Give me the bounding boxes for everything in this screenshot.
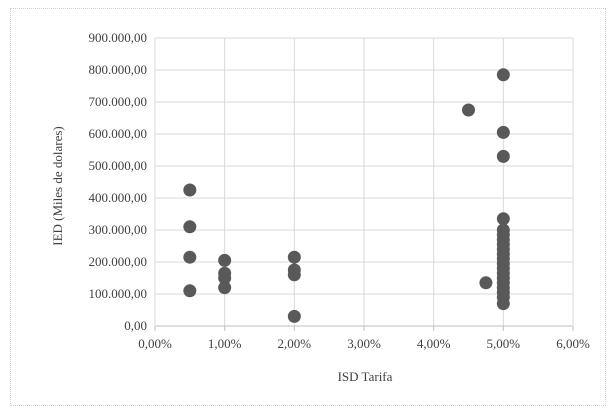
data-point xyxy=(496,125,510,139)
y-tick-label: 100.000,00 xyxy=(89,286,148,301)
x-tick-label: 4,00% xyxy=(417,336,451,351)
x-tick-labels: 0,00% 1,00% 2,00% 3,00% 4,00% 5,00% 6,00% xyxy=(138,336,590,351)
data-points xyxy=(183,68,510,323)
x-tick-label: 5,00% xyxy=(487,336,521,351)
data-point xyxy=(183,183,197,197)
y-tick-labels: 0,00 100.000,00 200.000,00 300.000,00 400.00… xyxy=(89,30,148,333)
y-tick-label: 0,00 xyxy=(124,318,147,333)
data-point xyxy=(287,268,301,282)
y-axis-title: IED (Miles de dolares) xyxy=(50,126,65,246)
data-point xyxy=(462,103,475,117)
data-point xyxy=(183,284,197,298)
data-point xyxy=(496,212,510,226)
y-tick-label: 600.000,00 xyxy=(89,126,148,141)
x-axis-title: ISD Tarifa xyxy=(338,369,393,384)
y-tick-label: 200.000,00 xyxy=(89,254,148,269)
x-tick-label: 1,00% xyxy=(208,336,242,351)
y-tick-label: 900.000,00 xyxy=(89,30,148,45)
y-tick-label: 300.000,00 xyxy=(89,222,148,237)
data-point xyxy=(287,250,301,264)
axes xyxy=(154,325,574,331)
y-tick-label: 500.000,00 xyxy=(89,158,148,173)
gridlines xyxy=(154,37,574,327)
y-tick-label: 800.000,00 xyxy=(89,62,148,77)
y-tick-label: 700.000,00 xyxy=(89,94,148,109)
data-point xyxy=(183,250,197,264)
data-point xyxy=(218,271,232,285)
x-tick-label: 6,00% xyxy=(556,336,590,351)
data-point xyxy=(496,149,510,163)
data-point xyxy=(496,68,510,82)
data-point xyxy=(218,253,232,267)
x-tick-label: 2,00% xyxy=(278,336,312,351)
x-tick-label: 0,00% xyxy=(138,336,172,351)
y-tick-label: 400.000,00 xyxy=(89,190,148,205)
data-point xyxy=(287,309,301,323)
x-tick-label: 3,00% xyxy=(347,336,381,351)
data-point xyxy=(218,281,232,295)
data-point xyxy=(183,220,197,234)
data-point xyxy=(496,297,510,311)
data-point xyxy=(479,276,493,290)
